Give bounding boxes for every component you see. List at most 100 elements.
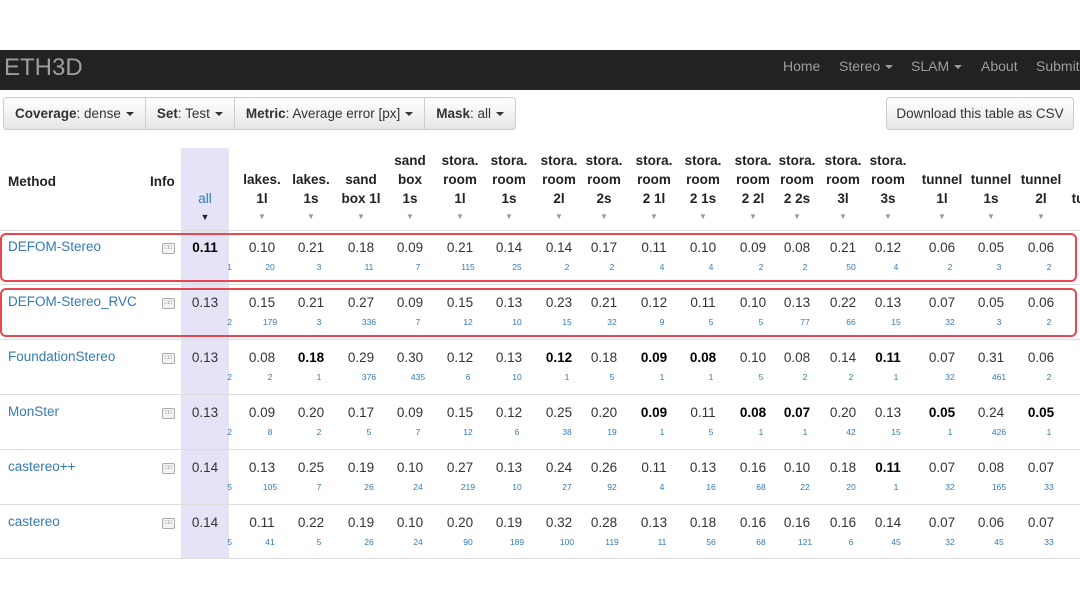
column-header-6[interactable]: stora. room 1s xyxy=(484,151,534,208)
set-dropdown[interactable]: Set: Test xyxy=(144,97,235,130)
cell-rank: 119 xyxy=(605,537,619,547)
column-header-13[interactable]: stora. room 3l xyxy=(818,151,868,208)
cell-rank: 33 xyxy=(1044,537,1054,547)
method-link[interactable]: MonSter xyxy=(8,404,60,419)
method-link[interactable]: castereo xyxy=(8,514,60,529)
column-header-5[interactable]: stora. room 1l xyxy=(435,151,485,208)
info-icon[interactable]: □□ xyxy=(162,298,175,309)
info-icon[interactable]: □□ xyxy=(162,518,175,529)
sort-icon[interactable]: ▼ xyxy=(357,212,365,221)
nav-slam-dropdown[interactable]: SLAM xyxy=(911,50,963,90)
method-link[interactable]: DEFOM-Stereo_RVC xyxy=(8,294,137,309)
column-header-line: 1l xyxy=(454,191,466,206)
column-header-17[interactable]: tunnel 2l xyxy=(1016,170,1066,208)
column-header-3[interactable]: sand box 1l xyxy=(336,170,386,208)
cell-rank: 45 xyxy=(994,537,1004,547)
mask-dropdown[interactable]: Mask: all xyxy=(424,97,517,130)
cell-value: 0.14 xyxy=(829,350,857,365)
info-icon[interactable]: □□ xyxy=(162,243,175,254)
sort-icon[interactable]: ▼ xyxy=(793,212,801,221)
sort-icon[interactable]: ▼ xyxy=(555,212,563,221)
sort-icon[interactable]: ▼ xyxy=(699,212,707,221)
method-link[interactable]: castereo++ xyxy=(8,459,76,474)
method-header[interactable]: Method xyxy=(8,174,56,189)
sort-icon[interactable]: ▼ xyxy=(650,212,658,221)
sort-icon[interactable]: ▼ xyxy=(1037,212,1045,221)
column-header-18[interactable]: tu xyxy=(1053,189,1080,208)
sort-icon[interactable]: ▼ xyxy=(600,212,608,221)
cell-rank: 7 xyxy=(415,262,421,272)
sort-icon[interactable]: ▼ xyxy=(987,212,995,221)
method-link[interactable]: DEFOM-Stereo xyxy=(8,239,102,254)
coverage-dropdown[interactable]: Coverage: dense xyxy=(3,97,146,130)
cell-value: 0.07 xyxy=(928,515,956,530)
column-header-9[interactable]: stora. room 2 1l xyxy=(629,151,679,208)
cell-value: 0.09 xyxy=(396,240,424,255)
cell-rank: 1 xyxy=(947,427,953,437)
column-header-line: 1s xyxy=(303,191,319,206)
metric-dropdown[interactable]: Metric: Average error [px] xyxy=(233,97,426,130)
column-header-11[interactable]: stora. room 2 2l xyxy=(728,151,778,208)
brand-logo[interactable]: ETH3D xyxy=(4,54,83,81)
column-header-10[interactable]: stora. room 2 1s xyxy=(678,151,728,208)
cell-value: 0.05 xyxy=(977,240,1005,255)
cell-value: 0.11 xyxy=(690,405,716,420)
cell-value: 0.18 xyxy=(590,350,618,365)
column-header-2[interactable]: lakes. 1s xyxy=(286,170,336,208)
cell-value: 0.25 xyxy=(297,460,325,475)
column-header-4[interactable]: sand box 1s xyxy=(385,151,435,208)
nav-home[interactable]: Home xyxy=(783,50,820,90)
cell-rank: 12 xyxy=(463,317,473,327)
cell-value: 0.29 xyxy=(347,350,375,365)
column-header-15[interactable]: tunnel 1l xyxy=(917,170,967,208)
method-link[interactable]: FoundationStereo xyxy=(8,349,116,364)
cell-rank: 3 xyxy=(316,317,322,327)
cell-value: 0.14 xyxy=(191,460,219,475)
info-icon[interactable]: □□ xyxy=(162,463,175,474)
sort-icon[interactable]: ▼ xyxy=(406,212,414,221)
cell-value: 0.05 xyxy=(977,295,1005,310)
cell-rank: 2 xyxy=(848,372,854,382)
cell-rank: 33 xyxy=(1044,482,1054,492)
cell-rank: 20 xyxy=(265,262,275,272)
cell-rank: 2 xyxy=(267,372,273,382)
nav-stereo-dropdown[interactable]: Stereo xyxy=(839,50,894,90)
sort-icon[interactable]: ▼ xyxy=(839,212,847,221)
column-header-12[interactable]: stora. room 2 2s xyxy=(772,151,822,208)
cell-value: 0.13 xyxy=(640,515,668,530)
sort-icon[interactable]: ▼ xyxy=(505,212,513,221)
sort-icon[interactable]: ▼ xyxy=(258,212,266,221)
nav-home-label: Home xyxy=(783,58,821,74)
sort-desc-icon[interactable]: ▼ xyxy=(200,212,210,222)
column-header-0[interactable]: all xyxy=(180,189,230,208)
cell-rank: 26 xyxy=(364,482,374,492)
cell-value: 0.15 xyxy=(446,405,474,420)
sort-icon[interactable]: ▼ xyxy=(307,212,315,221)
sort-icon[interactable]: ▼ xyxy=(884,212,892,221)
cell-rank: 20 xyxy=(846,482,856,492)
nav-submit[interactable]: Submit xyxy=(1036,50,1080,90)
sort-icon[interactable]: ▼ xyxy=(456,212,464,221)
cell-rank: 121 xyxy=(797,537,813,547)
info-icon[interactable]: □□ xyxy=(162,353,175,364)
info-icon[interactable]: □□ xyxy=(162,408,175,419)
column-header-7[interactable]: stora. room 2l xyxy=(534,151,584,208)
sort-icon[interactable]: ▼ xyxy=(749,212,757,221)
cell-value: 0.16 xyxy=(739,460,767,475)
cell-rank: 8 xyxy=(267,427,273,437)
nav-about[interactable]: About xyxy=(981,50,1018,90)
column-header-8[interactable]: stora. room 2s xyxy=(579,151,629,208)
column-header-line: all xyxy=(198,191,212,206)
table-bottom xyxy=(0,558,1080,559)
cell-rank: 5 xyxy=(227,482,232,492)
download-csv-button[interactable]: Download this table as CSV xyxy=(886,97,1074,130)
navbar: ETH3D Home Stereo SLAM About Submit xyxy=(0,50,1080,90)
column-header-1[interactable]: lakes. 1l xyxy=(237,170,287,208)
column-header-14[interactable]: stora. room 3s xyxy=(863,151,913,208)
column-header-16[interactable]: tunnel 1s xyxy=(966,170,1016,208)
cell-rank: 4 xyxy=(659,482,665,492)
sort-icon[interactable]: ▼ xyxy=(938,212,946,221)
cell-value: 0.13 xyxy=(248,460,276,475)
cell-value: 0.21 xyxy=(297,295,325,310)
chevron-down-icon xyxy=(496,112,505,117)
